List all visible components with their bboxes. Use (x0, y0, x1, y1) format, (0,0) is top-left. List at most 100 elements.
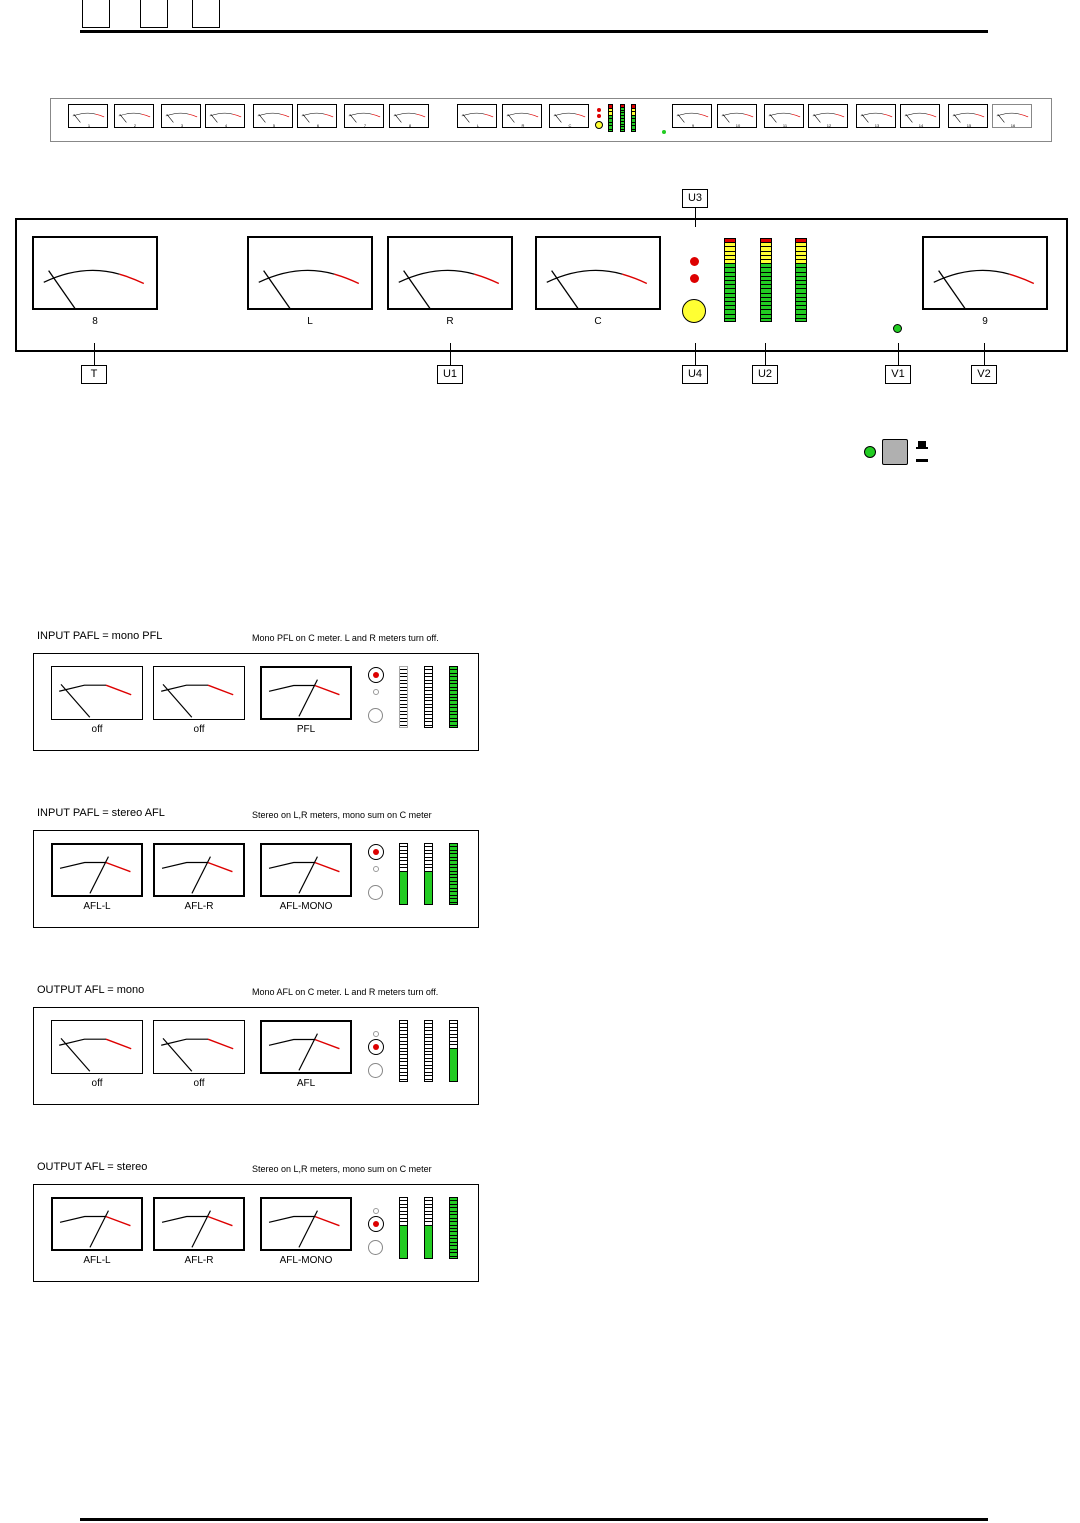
bar-segment (400, 865, 407, 869)
bar-segment (450, 1038, 457, 1042)
mode-meter (260, 1020, 352, 1074)
bar-segment (450, 673, 457, 678)
bar-segment (425, 712, 432, 716)
overview-meter-label: 8 (408, 123, 412, 128)
overview-meter: 2 (114, 104, 154, 128)
bar-segment (450, 1024, 457, 1028)
bar-segment (425, 695, 432, 698)
bar-segment (796, 264, 806, 269)
footer-rule (80, 1518, 988, 1521)
overview-meter: 15 (948, 104, 988, 128)
bar-segment (725, 239, 735, 244)
bar-segment (761, 318, 771, 321)
mode-meter-label: off (91, 724, 103, 735)
bar-segment (450, 1232, 457, 1236)
bar-segment (400, 684, 407, 688)
bar-graph-meter (631, 104, 636, 132)
mode-meter-label: off (91, 1078, 103, 1089)
green-led-icon (893, 324, 902, 333)
bar-segment (400, 847, 407, 851)
bar-segment (621, 119, 624, 122)
meter-face (34, 238, 156, 308)
bar-segment (761, 297, 771, 302)
bar-segment (450, 1249, 457, 1254)
meter-needle (192, 857, 210, 894)
bar-segment (725, 293, 735, 298)
overview-meter-bridge: 1 2 3 4 5 6 7 8 L R C 9 10 11 12 13 14 15 16 (50, 98, 1052, 142)
bar-segment (425, 1066, 432, 1070)
yellow-button-icon[interactable] (682, 299, 706, 323)
bar-segment (609, 105, 612, 109)
red-led-icon (373, 1221, 379, 1227)
overview-yellow-button-icon (595, 121, 603, 129)
bar-segment (400, 701, 407, 705)
bar-segment (450, 1235, 457, 1240)
bar-segment (450, 698, 457, 702)
push-button-icon (916, 441, 928, 462)
overview-meter: 9 (672, 104, 712, 128)
bar-segment (400, 1235, 407, 1240)
small-led-icon (373, 866, 379, 872)
bar-segment (450, 722, 457, 726)
bar-segment (761, 310, 771, 315)
bar-graph-meter (449, 1197, 458, 1259)
grey-button-icon[interactable] (882, 439, 908, 465)
bar-segment (400, 1205, 407, 1209)
bar-segment (425, 715, 432, 719)
overview-meter: 5 (253, 104, 293, 128)
bar-graph-meter (795, 238, 807, 322)
bar-segment (400, 851, 407, 855)
overview-meter: R (502, 104, 542, 128)
bar-segment (425, 895, 432, 900)
bar-segment (725, 310, 735, 315)
mode-meter-label: PFL (296, 724, 316, 735)
bar-segment (450, 1031, 457, 1035)
overview-meter-label: 2 (133, 123, 137, 128)
bar-segment (425, 1049, 432, 1052)
analog-meter-8 (32, 236, 158, 310)
bar-segment (725, 318, 735, 321)
bar-segment (400, 899, 407, 903)
bar-graph-meter (424, 1197, 433, 1259)
callout-t: T (81, 365, 107, 384)
mode-meter (153, 843, 245, 897)
bar-segment (450, 864, 457, 869)
bar-segment (425, 1239, 432, 1243)
bar-segment (450, 715, 457, 719)
bar-segment (400, 1045, 407, 1049)
bar-segment (400, 1219, 407, 1223)
bar-segment (425, 875, 432, 879)
bar-segment (621, 107, 624, 111)
bar-segment (450, 701, 457, 705)
bar-segment (450, 878, 457, 882)
bar-segment (400, 1198, 407, 1202)
bar-segment (425, 1222, 432, 1226)
bar-segment (450, 670, 457, 674)
selector-ring-icon (368, 1039, 384, 1055)
mode-meter (51, 1197, 143, 1251)
bar-segment (425, 851, 432, 855)
analog-meter-c (535, 236, 661, 310)
mode-meter-label: AFL-MONO (279, 1255, 333, 1266)
bar-segment (725, 302, 735, 307)
mode-meter (51, 666, 143, 720)
bar-segment (425, 1076, 432, 1080)
bar-segment (425, 871, 432, 875)
bar-segment (450, 1072, 457, 1077)
bar-segment (761, 293, 771, 298)
bar-segment (400, 1242, 407, 1247)
overview-meter-label: 14 (918, 123, 924, 128)
bar-segment (450, 667, 457, 671)
meter-face (389, 238, 511, 308)
meter-needle (163, 1038, 192, 1071)
bar-segment (609, 119, 612, 123)
bar-segment (609, 122, 612, 126)
bar-segment (450, 861, 457, 865)
bar-segment (400, 861, 407, 865)
bar-segment (450, 1246, 457, 1250)
bar-segment (400, 1035, 407, 1039)
analog-meter-label: 9 (982, 316, 988, 327)
bar-segment (425, 1253, 432, 1257)
overview-meter: 11 (764, 104, 804, 128)
bar-graph-meter (424, 1020, 433, 1082)
